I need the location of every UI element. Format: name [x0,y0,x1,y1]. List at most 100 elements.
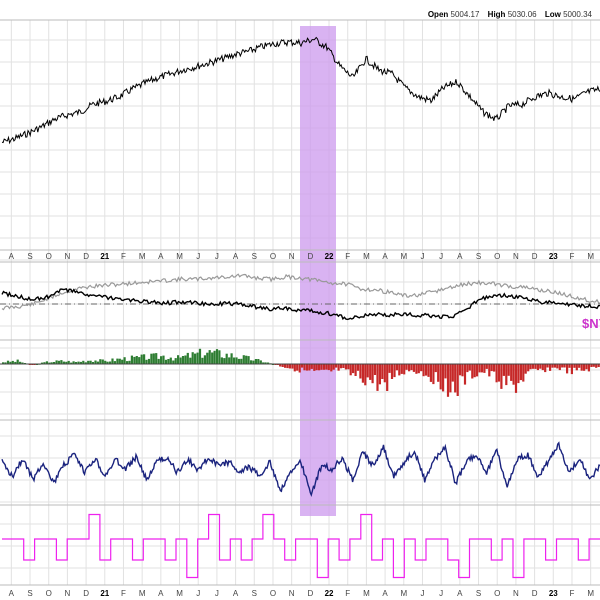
histogram-bar [522,364,525,382]
histogram-bar [536,364,539,371]
histogram-bar [9,361,12,364]
histogram-bar [228,357,231,364]
histogram-bar [378,364,381,385]
month-tick-label: D [532,589,538,598]
histogram-bar [366,364,369,378]
open-value: 5004.17 [450,10,480,19]
histogram-bar [595,364,598,368]
histogram-bar [113,361,116,364]
histogram-bar [218,350,221,364]
month-tick-label: J [215,252,219,261]
month-tick-label: M [400,252,407,261]
histogram-bar [167,359,170,364]
high-label: High [487,10,506,19]
ratio-series-gray [1,273,600,311]
month-tick-label: M [139,589,146,598]
histogram-bar [405,364,408,370]
histogram-bar [551,364,554,368]
histogram-bar [184,355,187,364]
histogram-bar [65,361,68,364]
histogram-bar [130,355,133,364]
histogram-bar [454,364,457,393]
histogram-bar [259,360,262,364]
histogram-bar [373,364,377,375]
histogram-bar [570,364,573,375]
month-tick-label: N [513,589,519,598]
month-tick-label: J [196,589,200,598]
histogram-bar [361,364,364,383]
month-tick-label: 23 [549,252,558,261]
histogram-bar [104,360,107,364]
month-tick-label: J [439,252,443,261]
histogram-bar [463,364,467,385]
histogram-bar [296,364,299,371]
histogram-bar [174,358,177,364]
histogram-bar [497,364,501,382]
histogram-bar [512,364,515,385]
histogram-bar [16,359,19,364]
histogram-bar [101,359,104,364]
histogram-bar [247,356,250,364]
ratio-series-black [1,287,600,321]
histogram-bar [194,353,197,364]
histogram-bar [237,358,240,364]
histogram-bar [354,364,357,376]
histogram-bar [534,364,537,369]
histogram-bar [84,362,87,364]
histogram-bar [145,359,148,364]
histogram-bar [48,362,51,364]
histogram-bar [201,357,204,364]
month-tick-label: S [252,252,257,261]
histogram-bar [14,361,17,364]
histogram-bar [6,360,10,364]
histogram-bar [53,362,56,364]
month-tick-label: A [457,589,463,598]
histogram-bar [19,361,22,364]
month-tick-label: 21 [100,252,109,261]
histogram-bar [527,364,530,372]
month-tick-label: M [587,589,594,598]
histogram-bar [449,364,452,393]
histogram-bar [286,364,289,369]
histogram-bar [203,355,206,364]
histogram-bar [500,364,503,389]
histogram-bar [480,364,484,373]
histogram-bar [254,359,257,364]
histogram-bar [590,364,593,367]
histogram-bar [152,353,155,364]
histogram-bar [310,364,313,369]
histogram-bar [305,364,309,371]
histogram-bar [398,364,401,376]
month-tick-label: J [420,252,424,261]
histogram-bar [308,364,311,371]
histogram-bar [189,357,192,364]
histogram-bar [422,364,425,377]
histogram-bar [349,364,352,376]
signal-step-line [2,513,600,579]
price-series-line [1,36,600,145]
histogram-bar [561,364,564,368]
histogram-bar [359,364,362,379]
histogram-bar [87,360,90,364]
histogram-bar [257,359,260,364]
month-tick-label: F [121,252,126,261]
histogram-bar [250,360,253,364]
histogram-bar [471,364,474,379]
histogram-bar [4,362,7,364]
histogram-bar [70,362,73,364]
month-tick-label: S [476,589,481,598]
histogram-bar [160,356,163,364]
histogram-bar [505,364,508,386]
ratio-panel [0,273,600,321]
histogram-bar [177,355,180,364]
histogram-bar [386,364,389,391]
panel-separators [0,19,600,586]
histogram-bar [434,364,437,373]
histogram-bar [575,364,578,371]
histogram-bar [150,353,153,364]
histogram-bar [524,364,527,374]
month-tick-label: A [9,589,15,598]
month-tick-label: 23 [549,589,558,598]
histogram-bar [580,364,583,371]
low-label: Low [544,10,561,19]
